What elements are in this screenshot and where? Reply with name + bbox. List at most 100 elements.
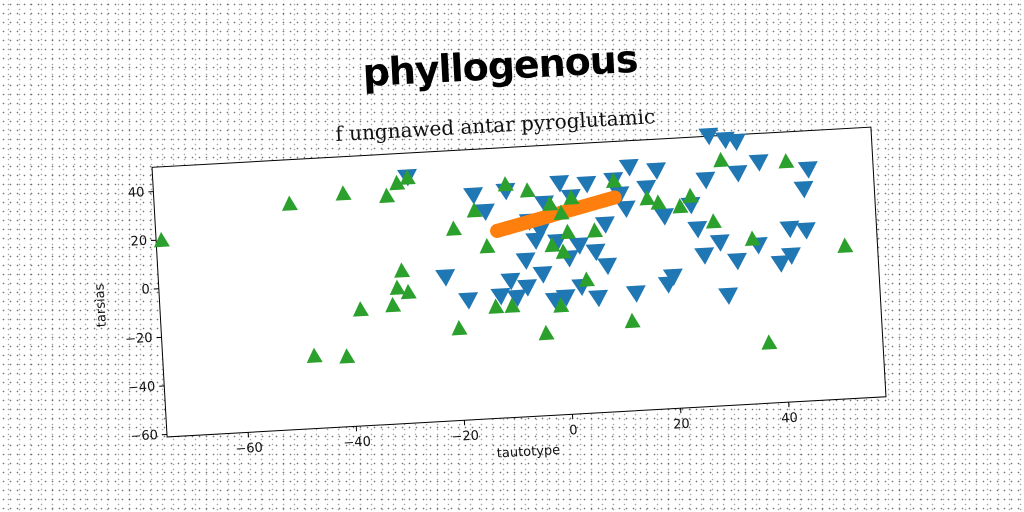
green-triangle-point <box>682 187 699 204</box>
blue-triangle-point <box>797 161 818 179</box>
green-triangle-point <box>837 237 854 253</box>
green-triangle-point <box>394 262 411 278</box>
orange-point <box>490 223 505 238</box>
x-axis-label: tautotype <box>496 443 560 462</box>
x-axis: −60 −40 −20 0 20 40 <box>235 402 798 458</box>
y-tick-label: −60 <box>130 428 158 445</box>
blue-triangle-point <box>515 252 536 270</box>
blue-triangle-point <box>694 247 715 265</box>
blue-triangle-point <box>568 237 589 255</box>
green-triangle-point <box>560 223 577 240</box>
green-triangle-point <box>606 172 623 188</box>
x-tick-label: 0 <box>569 423 578 438</box>
y-tick-label: 40 <box>127 185 144 201</box>
x-tick-label: 20 <box>673 417 690 433</box>
green-triangle-point <box>744 230 761 246</box>
green-triangle-point <box>672 198 689 214</box>
x-tick-label: −40 <box>343 435 371 452</box>
orange-point <box>500 220 515 235</box>
green-triangle-point <box>399 169 416 185</box>
green-triangle-point <box>553 297 570 313</box>
y-tick-label: −20 <box>125 331 153 348</box>
orange-point <box>586 196 601 211</box>
green-triangle-point <box>579 271 596 287</box>
green-triangle-point <box>713 151 730 168</box>
green-triangle-point <box>352 301 369 317</box>
green-triangle-point <box>497 176 514 192</box>
blue-triangle-point <box>779 220 800 239</box>
blue-triangle-point <box>770 255 791 273</box>
blue-triangle-point <box>726 252 747 271</box>
blue-triangle-point <box>698 127 719 146</box>
y-axis-label: tarsias <box>92 283 109 328</box>
green-triangle-point <box>153 231 170 248</box>
orange-point <box>575 199 590 214</box>
blue-triangle-point <box>585 243 606 262</box>
x-tick-label: 40 <box>781 411 798 427</box>
green-triangle-point <box>400 283 417 300</box>
green-triangle-point <box>542 195 559 211</box>
blue-triangle-point <box>636 179 657 198</box>
green-triangle-point <box>624 312 641 329</box>
green-triangle-point <box>538 324 555 341</box>
y-tick-label: 0 <box>141 282 150 297</box>
x-tick-label: −20 <box>451 429 479 446</box>
blue-triangle-point <box>594 216 615 234</box>
blue-triangle-point <box>576 175 597 194</box>
green-triangle-point <box>385 296 402 313</box>
blue-triangle-point <box>709 234 730 252</box>
y-tick-label: −40 <box>127 379 155 396</box>
blue-triangle-point <box>435 269 456 287</box>
green-triangle-point <box>587 222 604 238</box>
blue-triangle-point <box>695 171 716 190</box>
blue-triangle-point <box>597 257 618 276</box>
blue-triangle-point <box>517 279 537 297</box>
blue-triangle-point <box>646 162 666 180</box>
green-triangle-point <box>488 298 505 314</box>
orange-point <box>564 202 579 217</box>
blue-triangle-point <box>625 285 646 303</box>
green-triangle-point <box>555 243 572 259</box>
green-triangle-point <box>544 236 561 253</box>
green-triangle-point <box>281 195 298 211</box>
green-triangle-point <box>335 185 352 201</box>
blue-triangle-point <box>687 220 708 239</box>
green-triangle-point <box>389 279 406 296</box>
green-triangle-point <box>705 213 722 229</box>
plot-group: f ungnawed antar pyroglutamic −60 −40 −20 0… <box>92 104 887 462</box>
green-triangle-point <box>339 348 356 364</box>
blue-triangle-point <box>549 174 570 193</box>
blue-triangle-point <box>506 289 527 307</box>
green-triangle-point <box>650 194 667 210</box>
blue-triangle-point <box>544 292 565 310</box>
blue-triangle-point <box>490 287 511 306</box>
blue-triangle-point <box>532 266 553 284</box>
green-triangle-point <box>451 320 468 336</box>
blue-triangle-point <box>662 268 683 287</box>
green-triangle-point <box>778 153 795 169</box>
chart-title: f ungnawed antar pyroglutamic <box>335 104 656 146</box>
blue-triangle-point <box>795 222 816 240</box>
orange-point <box>596 193 611 208</box>
blue-triangle-point <box>654 208 674 226</box>
orange-point <box>511 217 526 232</box>
blue-triangle-point <box>588 289 609 308</box>
blue-triangle-point <box>718 287 739 305</box>
blue-triangle-point <box>458 292 479 310</box>
orange-point <box>522 214 537 229</box>
blue-triangle-point <box>525 232 546 250</box>
blue-triangle-point <box>615 200 636 219</box>
blue-triangle-point <box>780 247 801 265</box>
blue-triangle-point <box>474 203 495 222</box>
green-triangle-point <box>379 187 396 204</box>
blue-triangle-point <box>748 154 769 172</box>
y-axis: −60 −40 −20 0 20 40 <box>125 185 167 445</box>
x-tick-label: −60 <box>235 441 263 458</box>
orange-point <box>532 211 547 226</box>
green-triangle-point <box>479 238 496 254</box>
green-triangle-point <box>306 347 323 364</box>
green-triangle-point <box>761 334 778 350</box>
orange-point <box>607 190 622 205</box>
green-triangle-point <box>639 190 656 206</box>
